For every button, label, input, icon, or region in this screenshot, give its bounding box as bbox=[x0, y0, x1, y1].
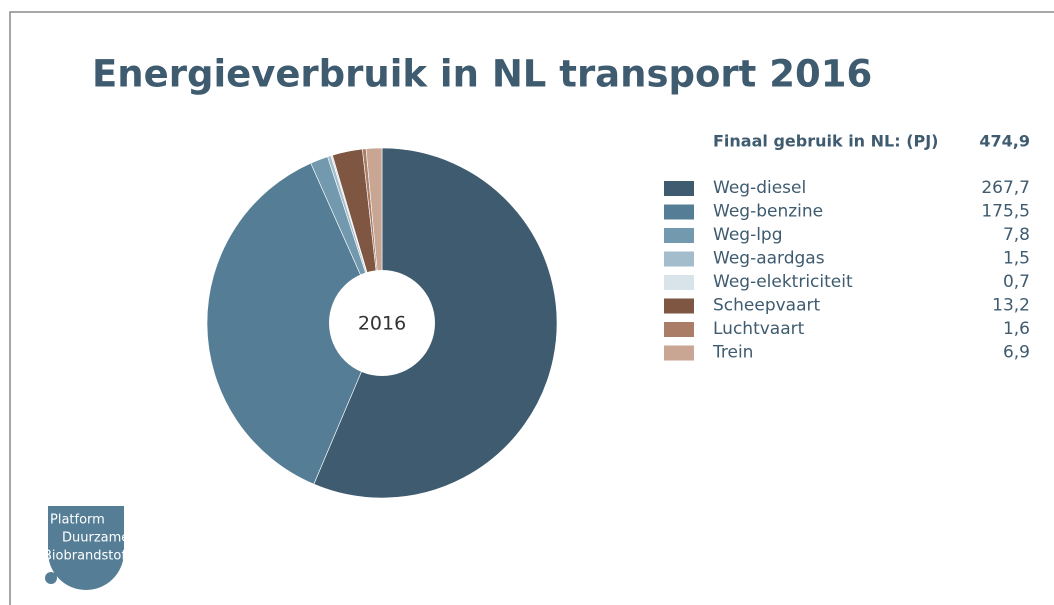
legend-value: 1,6 bbox=[1003, 319, 1030, 339]
legend-swatch bbox=[664, 204, 694, 220]
logo: Platform Duurzame Biobrandstoff bbox=[43, 506, 131, 590]
chart-title: Energieverbruik in NL transport 2016 bbox=[92, 53, 872, 96]
legend-value: 1,5 bbox=[1003, 249, 1030, 269]
legend-label: Weg-diesel bbox=[713, 178, 806, 198]
legend-swatch bbox=[664, 345, 694, 361]
pie-slice bbox=[313, 147, 558, 499]
legend-total: 474,9 bbox=[979, 132, 1030, 151]
legend-label: Weg-lpg bbox=[713, 225, 783, 245]
legend-swatch bbox=[664, 251, 694, 267]
donut-hole bbox=[329, 270, 435, 376]
legend-label: Luchtvaart bbox=[713, 319, 805, 339]
legend-value: 267,7 bbox=[981, 178, 1030, 198]
legend-swatch bbox=[664, 181, 694, 196]
legend-swatch bbox=[664, 228, 694, 243]
legend-value: 175,5 bbox=[981, 202, 1030, 222]
legend-swatch bbox=[664, 322, 694, 337]
legend-header: Finaal gebruik in NL: (PJ) bbox=[713, 132, 939, 151]
legend-value: 6,9 bbox=[1003, 343, 1030, 363]
logo-text: Biobrandstoff bbox=[43, 549, 131, 564]
legend-label: Weg-elektriciteit bbox=[713, 272, 853, 292]
legend-value: 0,7 bbox=[1003, 272, 1030, 292]
legend-value: 13,2 bbox=[992, 296, 1030, 316]
legend-label: Trein bbox=[712, 343, 753, 363]
logo-dot bbox=[45, 572, 57, 584]
logo-text: Platform bbox=[50, 513, 105, 528]
legend: Weg-diesel 267,7 Weg-benzine 175,5 Weg-lpg 7,… bbox=[664, 178, 1030, 363]
legend-swatch bbox=[664, 298, 694, 314]
legend-label: Scheepvaart bbox=[713, 296, 821, 316]
logo-shape bbox=[48, 506, 124, 590]
center-label: 2016 bbox=[358, 313, 406, 335]
legend-label: Weg-benzine bbox=[713, 202, 823, 222]
legend-value: 7,8 bbox=[1003, 225, 1030, 245]
logo-text: Duurzame bbox=[62, 531, 129, 546]
pie-slice bbox=[206, 162, 383, 485]
legend-swatch bbox=[664, 275, 694, 290]
legend-label: Weg-aardgas bbox=[713, 249, 825, 269]
